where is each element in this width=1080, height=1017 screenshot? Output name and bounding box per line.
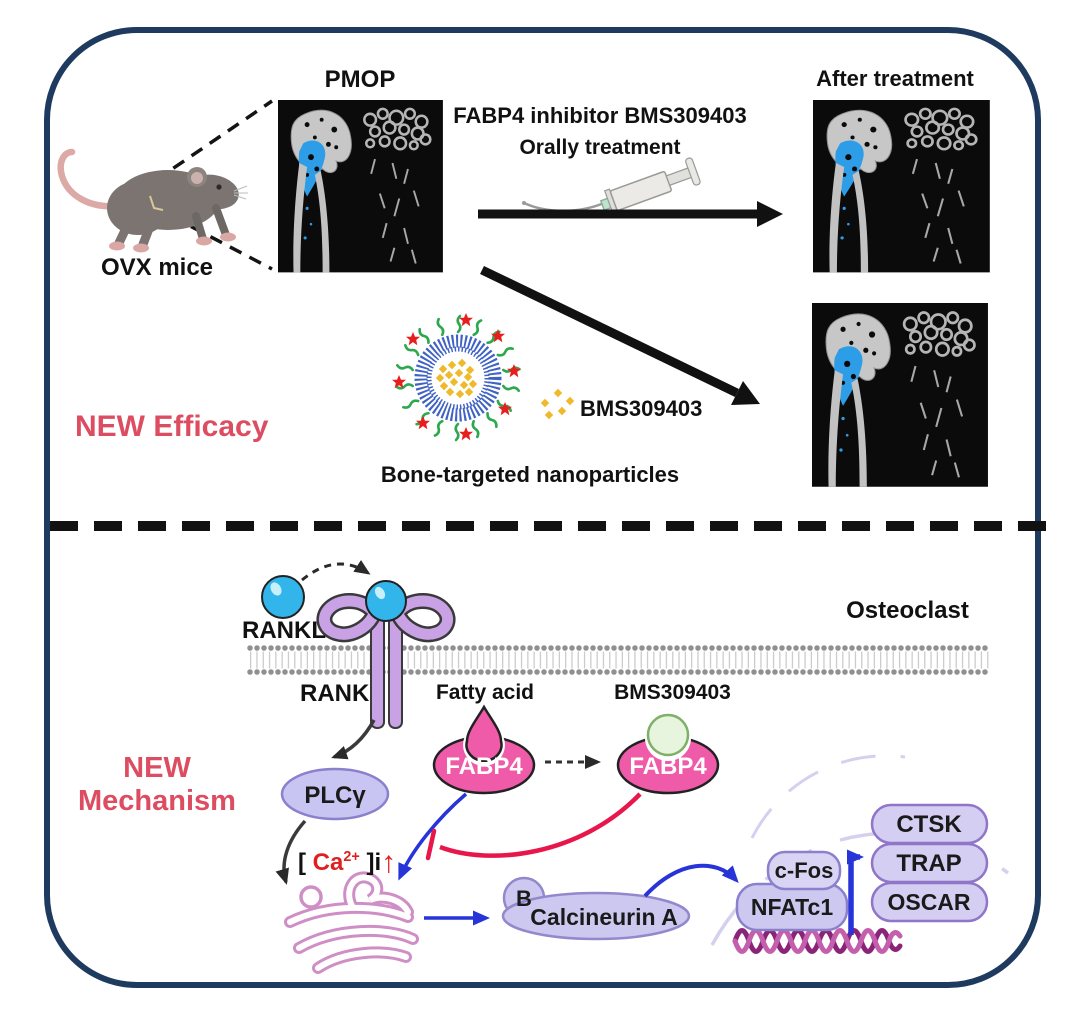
calcineurin-a-label: Calcineurin A — [530, 904, 677, 930]
microct-after-nano-image — [810, 301, 990, 489]
bms-mechanism-label: BMS309403 — [614, 681, 731, 704]
fabp4-fatty-acid-node: FABP4 — [432, 704, 536, 795]
nfatc1-node: NFATc1 — [735, 882, 849, 932]
fatty-acid-droplet — [465, 704, 503, 762]
mechanism-section-label-line2: Mechanism — [78, 785, 236, 818]
dna-helix — [732, 928, 903, 954]
gene-ctsk-node: CTSK — [870, 803, 989, 845]
ovx-mice-label: OVX mice — [100, 254, 214, 281]
rank-receptor — [316, 593, 456, 729]
section-divider — [50, 521, 1046, 531]
plc-to-er-arrow — [275, 819, 307, 885]
nanoparticle-treatment-arrow — [480, 265, 760, 405]
microct-after-oral-image — [811, 98, 992, 274]
nfatc1-label: NFATc1 — [751, 894, 833, 920]
efficacy-section-label: NEW Efficacy — [75, 410, 269, 443]
calcium-label: [ Ca2+ ]i↑ — [298, 846, 396, 881]
after-treatment-label: After treatment — [816, 66, 974, 91]
rankl-label: RANKL — [242, 617, 326, 644]
plc-gamma-label: PLCγ — [304, 782, 366, 809]
mechanism-section-label: NEW Mechanism — [57, 752, 257, 819]
calcium-up-arrow: ↑ — [381, 846, 396, 879]
bms-inhibition-line — [425, 792, 642, 861]
calcineurin-complex: B Calcineurin A — [501, 876, 691, 941]
calcium-bracket-close: ]i — [366, 849, 382, 876]
rank-label: RANK — [300, 680, 370, 707]
er-organelle — [284, 871, 419, 974]
ovx-mouse-icon — [57, 148, 248, 253]
cfos-label: c-Fos — [775, 858, 834, 883]
fabp4-inhibited-label: FABP4 — [629, 753, 707, 780]
nanoparticle-label: Bone-targeted nanoparticles — [380, 462, 680, 487]
treatment-subtitle-label: Orally treatment — [519, 136, 681, 159]
nanoparticle-icon — [392, 313, 521, 442]
cfos-node: c-Fos — [766, 850, 842, 891]
fatty-acid-label: Fatty acid — [435, 681, 535, 704]
bms-drug-label: BMS309403 — [580, 396, 703, 421]
gene-oscar-label: OSCAR — [887, 889, 970, 915]
gene-trap-node: TRAP — [870, 842, 989, 884]
microct-pmop-image — [276, 98, 445, 274]
promoter-arrow — [847, 849, 864, 935]
syringe-icon — [522, 157, 701, 217]
rankl-ligand-free — [261, 575, 305, 619]
calcineurin-to-nfatc1-arrow — [643, 863, 739, 898]
plc-gamma-node: PLCγ — [280, 767, 390, 821]
oral-treatment-arrow — [478, 201, 783, 227]
bms-molecule-ball — [646, 713, 690, 757]
gene-trap-label: TRAP — [896, 850, 961, 877]
calcium-ion: Ca2+ — [312, 849, 360, 876]
rankl-binding-arrow — [301, 560, 371, 582]
calcium-bracket-open: [ — [298, 849, 306, 876]
osteoclast-label: Osteoclast — [846, 597, 969, 624]
fabp4-bound-label: FABP4 — [445, 753, 523, 780]
pmop-label: PMOP — [324, 66, 396, 93]
rankl-ligand-bound — [365, 580, 407, 622]
calcineurin-b-label: B — [516, 886, 532, 911]
mechanism-section-label-line1: NEW — [123, 752, 191, 784]
fabp4-bms-node: FABP4 — [616, 713, 720, 795]
rank-to-plc-arrow — [331, 719, 376, 760]
treatment-title-label: FABP4 inhibitor BMS309403 — [453, 103, 747, 128]
cell-membrane — [247, 645, 992, 675]
bms-diamonds-icon — [540, 388, 575, 420]
figure-border — [44, 27, 1041, 988]
gene-ctsk-label: CTSK — [896, 811, 962, 838]
fabp4-to-er-arrow — [398, 792, 468, 881]
gene-oscar-node: OSCAR — [870, 881, 989, 923]
